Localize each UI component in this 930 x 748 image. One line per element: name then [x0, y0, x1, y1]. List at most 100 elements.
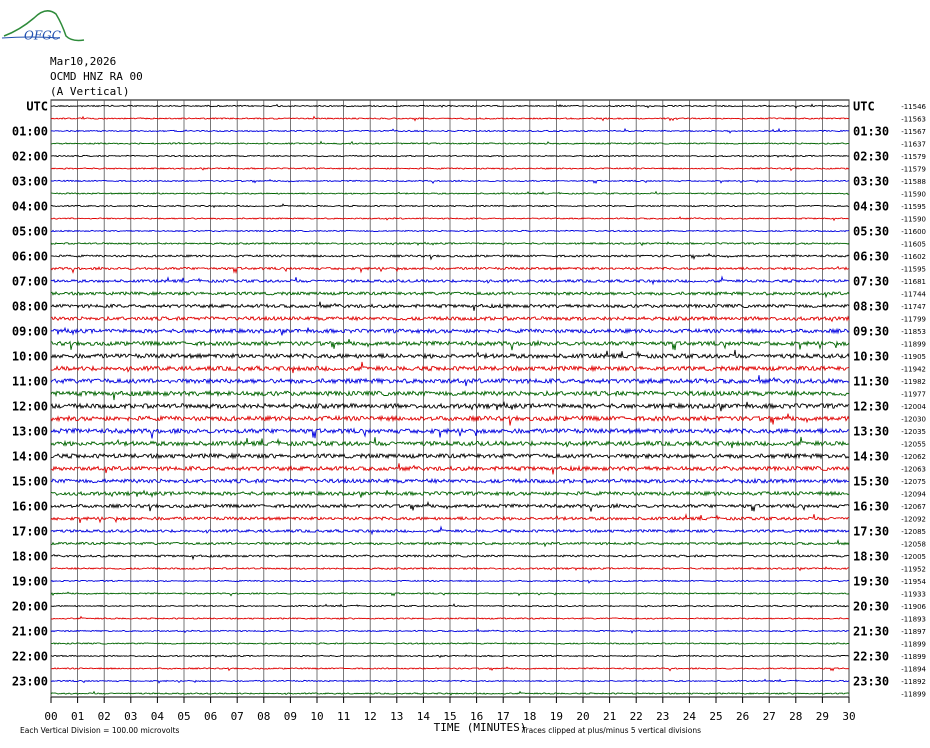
x-tick-label: 06 — [204, 710, 217, 723]
trace — [50, 140, 850, 145]
trace — [50, 361, 850, 374]
trace-offset: -11952 — [901, 566, 926, 574]
trace-offset: -12062 — [901, 453, 926, 461]
trace-offset: -11563 — [901, 116, 926, 124]
trace-offset: -11595 — [901, 266, 926, 274]
trace — [50, 591, 850, 597]
x-tick-label: 10 — [310, 710, 323, 723]
trace — [50, 127, 850, 134]
trace — [50, 166, 850, 172]
trace — [51, 452, 850, 460]
x-axis-label: TIME (MINUTES) — [434, 721, 527, 734]
trace-offset: -11942 — [901, 366, 926, 374]
trace — [50, 275, 850, 286]
trace-offset: -12067 — [901, 503, 926, 511]
trace-offset: -11933 — [901, 591, 926, 599]
trace — [50, 603, 850, 609]
trace — [50, 401, 850, 412]
trace-offset: -11579 — [901, 153, 926, 161]
x-tick-label: 28 — [789, 710, 802, 723]
clip-note: Traces clipped at plus/minus 5 vertical … — [521, 726, 701, 735]
trace — [50, 427, 850, 439]
trace-offset: -12005 — [901, 553, 926, 561]
trace — [51, 489, 850, 498]
logo: OFGC — [1, 10, 85, 43]
trace-offset: -11595 — [901, 203, 926, 211]
left-time-label: 13:00 — [12, 425, 48, 439]
left-time-label: 05:00 — [12, 225, 48, 239]
left-time-label: 10:00 — [12, 350, 48, 364]
left-time-label: UTC — [26, 100, 48, 114]
right-time-label: 12:30 — [853, 400, 889, 414]
trace — [50, 154, 850, 158]
logo-line — [1, 36, 61, 39]
right-time-label: 01:30 — [853, 125, 889, 139]
right-time-label: 22:30 — [853, 650, 889, 664]
trace — [51, 252, 850, 261]
trace-offset: -11853 — [901, 328, 926, 336]
trace-offset: -11977 — [901, 391, 926, 399]
trace — [50, 628, 850, 634]
right-time-label: 17:30 — [853, 525, 889, 539]
x-tick-label: 20 — [576, 710, 589, 723]
x-tick-label: 12 — [364, 710, 377, 723]
trace-offset: -11982 — [901, 378, 926, 386]
right-time-label: 07:30 — [853, 275, 889, 289]
trace-offset: -12004 — [901, 403, 926, 411]
x-tick-label: 29 — [816, 710, 829, 723]
trace — [50, 265, 850, 275]
x-tick-label: 30 — [842, 710, 855, 723]
left-time-label: 21:00 — [12, 625, 48, 639]
trace-offset: -11600 — [901, 228, 926, 236]
trace — [50, 554, 850, 561]
x-tick-label: 11 — [337, 710, 350, 723]
trace — [50, 178, 850, 185]
right-time-label: 21:30 — [853, 625, 889, 639]
right-time-label: 02:30 — [853, 150, 889, 164]
trace — [50, 538, 850, 548]
trace-offset: -11681 — [901, 278, 926, 286]
x-tick-label: 01 — [71, 710, 84, 723]
x-tick-label: 16 — [470, 710, 483, 723]
trace-offset: -12092 — [901, 516, 926, 524]
left-time-label: 01:00 — [12, 125, 48, 139]
x-tick-label: 07 — [231, 710, 244, 723]
x-tick-label: 04 — [151, 710, 165, 723]
trace-offset: -11590 — [901, 216, 926, 224]
right-time-label: 20:30 — [853, 600, 889, 614]
trace — [50, 654, 850, 659]
trace — [50, 215, 850, 222]
trace-offset: -11590 — [901, 191, 926, 199]
logo-text: OFGC — [24, 29, 61, 43]
left-time-label: 11:00 — [12, 375, 48, 389]
left-time-label: 04:00 — [12, 200, 48, 214]
x-tick-label: 13 — [390, 710, 403, 723]
trace-offset: -11899 — [901, 341, 926, 349]
trace-offset: -11905 — [901, 353, 926, 361]
x-tick-label: 08 — [257, 710, 270, 723]
right-time-label: 11:30 — [853, 375, 889, 389]
trace-offset: -12094 — [901, 491, 926, 499]
left-time-label: 14:00 — [12, 450, 48, 464]
trace-offset: -11744 — [901, 291, 926, 299]
x-tick-label: 25 — [709, 710, 722, 723]
trace — [50, 203, 850, 209]
trace — [50, 241, 850, 247]
trace-offset: -11637 — [901, 141, 926, 149]
x-tick-label: 03 — [124, 710, 137, 723]
trace-offset: -11605 — [901, 241, 926, 249]
trace — [50, 642, 850, 645]
trace — [50, 326, 850, 336]
x-tick-label: 19 — [550, 710, 563, 723]
trace — [51, 103, 850, 109]
left-time-label: 23:00 — [12, 675, 48, 689]
right-time-label: 13:30 — [853, 425, 889, 439]
trace — [50, 513, 849, 524]
right-time-label: 14:30 — [853, 450, 889, 464]
x-tick-label: 02 — [98, 710, 111, 723]
right-time-label: 06:30 — [853, 250, 889, 264]
right-time-label: 09:30 — [853, 325, 889, 339]
trace-offset: -11588 — [901, 178, 926, 186]
trace — [50, 315, 850, 323]
